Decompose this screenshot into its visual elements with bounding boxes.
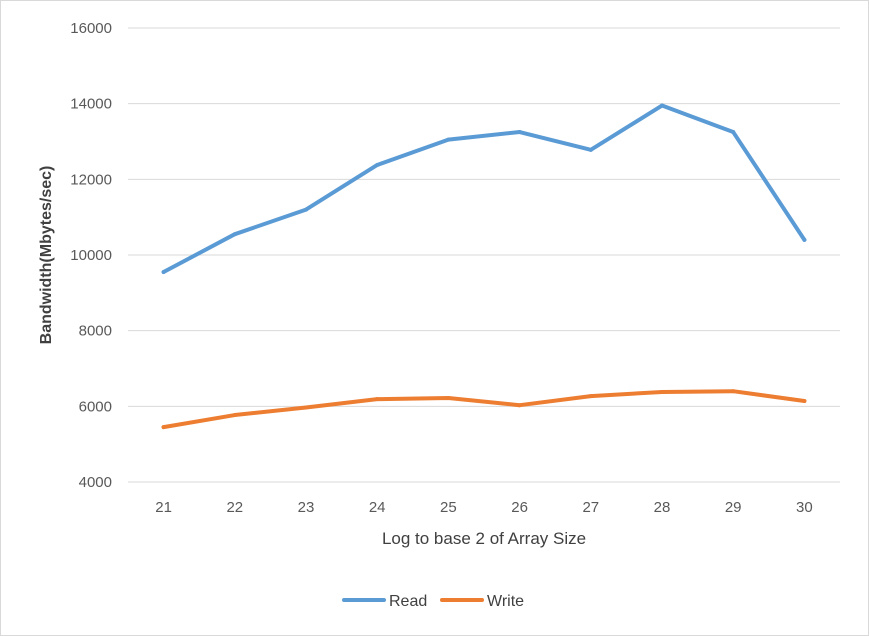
y-tick-label: 4000 xyxy=(79,474,112,491)
series-lines xyxy=(161,103,807,430)
data-point-read xyxy=(232,232,237,237)
y-tick-label: 10000 xyxy=(70,247,112,264)
legend: Read Write xyxy=(342,593,524,610)
x-tick-label: 29 xyxy=(725,499,742,516)
x-tick-label: 30 xyxy=(796,499,813,516)
data-point-write xyxy=(802,399,807,404)
x-axis-ticks: 21 22 23 24 25 26 27 28 29 30 xyxy=(155,499,812,516)
data-point-read xyxy=(731,130,736,135)
data-point-write xyxy=(588,394,593,399)
series-line-write xyxy=(161,389,807,430)
data-point-read xyxy=(660,103,664,108)
gridlines xyxy=(128,27,840,483)
data-point-read xyxy=(588,147,593,152)
y-axis-title: Bandwidth(Mbytes/sec) xyxy=(38,166,55,345)
x-axis-title: Log to base 2 of Array Size xyxy=(382,529,586,548)
y-tick-label: 14000 xyxy=(70,96,112,113)
data-point-read xyxy=(161,270,166,275)
data-point-read xyxy=(304,207,308,212)
data-point-read xyxy=(375,162,380,167)
x-tick-label: 26 xyxy=(511,499,528,516)
data-point-write xyxy=(161,425,166,430)
series-line-read xyxy=(161,103,807,275)
x-tick-label: 24 xyxy=(369,499,386,516)
data-point-write xyxy=(304,405,308,410)
legend-label-read: Read xyxy=(389,593,427,610)
y-tick-label: 6000 xyxy=(79,398,112,415)
data-point-read xyxy=(802,237,807,242)
x-tick-label: 25 xyxy=(440,499,457,516)
data-point-write xyxy=(375,397,380,402)
x-tick-label: 22 xyxy=(226,499,243,516)
y-tick-label: 12000 xyxy=(70,171,112,188)
data-point-read xyxy=(446,137,451,142)
y-axis-ticks: 4000 6000 8000 10000 12000 14000 16000 xyxy=(70,20,112,491)
data-point-write xyxy=(446,396,451,401)
data-point-write xyxy=(517,403,522,408)
data-point-write xyxy=(731,389,736,394)
x-tick-label: 27 xyxy=(582,499,599,516)
data-point-read xyxy=(517,130,522,135)
y-tick-label: 16000 xyxy=(70,20,112,37)
x-tick-label: 21 xyxy=(155,499,172,516)
data-point-write xyxy=(660,389,664,394)
legend-label-write: Write xyxy=(487,593,524,610)
data-point-write xyxy=(232,413,237,418)
y-tick-label: 8000 xyxy=(79,323,112,340)
x-tick-label: 28 xyxy=(654,499,671,516)
x-tick-label: 23 xyxy=(298,499,315,516)
